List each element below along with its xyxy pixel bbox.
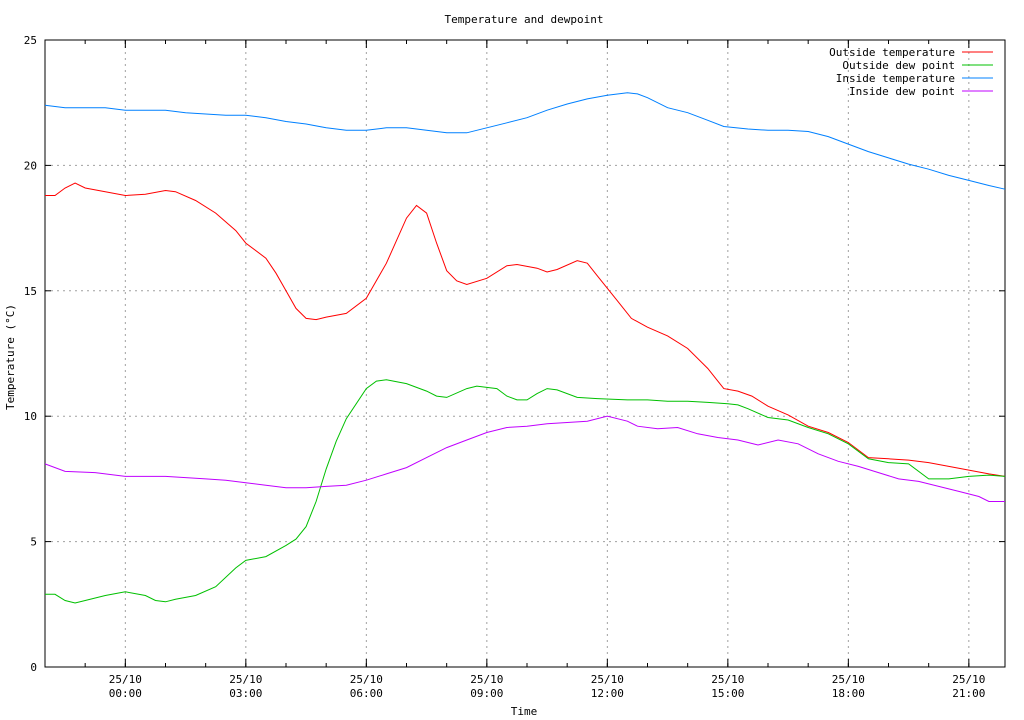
x-tick-label-date: 25/10 (350, 673, 383, 686)
x-tick-label-date: 25/10 (229, 673, 262, 686)
y-tick-label: 20 (24, 159, 37, 172)
plot-border (44, 39, 1006, 668)
x-tick-label-date: 25/10 (109, 673, 142, 686)
series-line-outside-dew-point (45, 379, 1006, 604)
x-tick-label-time: 21:00 (952, 687, 985, 700)
legend-entry-label: Inside temperature (836, 72, 955, 85)
x-tick-label-date: 25/10 (832, 673, 865, 686)
y-tick-label: 10 (24, 410, 37, 423)
x-tick-label-date: 25/10 (591, 673, 624, 686)
x-tick-label-time: 12:00 (591, 687, 624, 700)
series-lines (44, 92, 1006, 604)
axes: 051015202525/1000:0025/1003:0025/1006:00… (24, 34, 1006, 700)
y-tick-label: 0 (30, 661, 37, 674)
y-tick-label: 25 (24, 34, 37, 47)
x-tick-label-time: 09:00 (470, 687, 503, 700)
x-tick-label-date: 25/10 (711, 673, 744, 686)
series-line-inside-dew-point (44, 415, 1005, 502)
x-tick-label-time: 03:00 (229, 687, 262, 700)
y-tick-label: 5 (30, 536, 37, 549)
x-tick-label-date: 25/10 (470, 673, 503, 686)
series-line-inside-temperature (44, 92, 1006, 190)
legend-entry-label: Outside dew point (842, 59, 955, 72)
grid (45, 40, 1005, 667)
y-tick-label: 15 (24, 285, 37, 298)
x-tick-label-time: 15:00 (711, 687, 744, 700)
series-line-outside-temperature (45, 182, 1006, 477)
chart-title: Temperature and dewpoint (445, 13, 604, 26)
x-axis-label: Time (511, 705, 538, 718)
x-tick-label-time: 06:00 (350, 687, 383, 700)
x-tick-label-time: 00:00 (109, 687, 142, 700)
x-tick-label-date: 25/10 (952, 673, 985, 686)
legend-entry-label: Outside temperature (829, 46, 955, 59)
legend-entry-label: Inside dew point (849, 85, 955, 98)
y-axis-label: Temperature (°C) (4, 304, 17, 410)
x-tick-label-time: 18:00 (832, 687, 865, 700)
